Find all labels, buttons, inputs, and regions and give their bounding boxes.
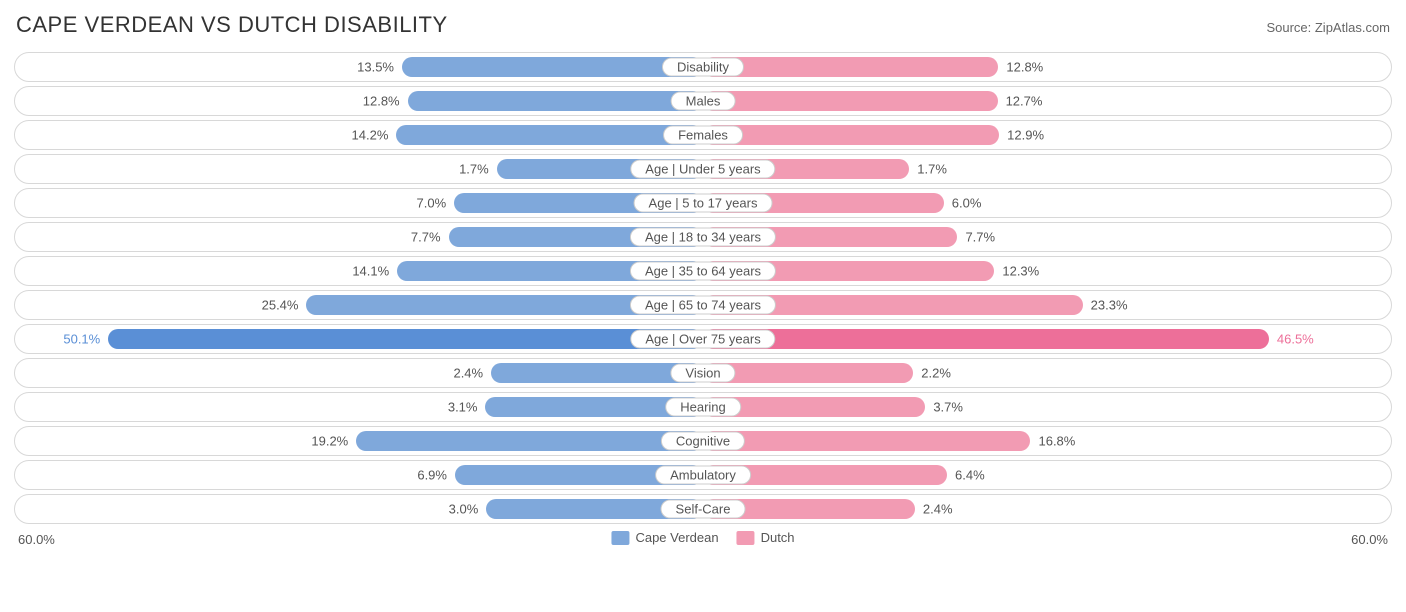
value-left: 7.7% xyxy=(411,230,441,245)
legend-item-right: Dutch xyxy=(737,530,795,545)
chart-row: Disability 13.5% 12.8% xyxy=(14,52,1392,82)
value-right: 6.4% xyxy=(955,468,985,483)
chart-row: Age | 18 to 34 years 7.7% 7.7% xyxy=(14,222,1392,252)
chart-row: Females 14.2% 12.9% xyxy=(14,120,1392,150)
value-right: 23.3% xyxy=(1091,298,1128,313)
chart-row: Age | 5 to 17 years 7.0% 6.0% xyxy=(14,188,1392,218)
chart-title: CAPE VERDEAN VS DUTCH DISABILITY xyxy=(16,12,448,38)
value-right: 3.7% xyxy=(933,400,963,415)
value-right: 12.7% xyxy=(1006,94,1043,109)
row-label-pill: Age | 18 to 34 years xyxy=(630,228,776,247)
value-left: 2.4% xyxy=(453,366,483,381)
chart-row: Ambulatory 6.9% 6.4% xyxy=(14,460,1392,490)
diverging-bar-chart: Disability 13.5% 12.8% Males 12.8% 12.7% Femal… xyxy=(14,52,1392,524)
bar-right xyxy=(703,329,1269,349)
legend-label-right: Dutch xyxy=(761,530,795,545)
chart-source: Source: ZipAtlas.com xyxy=(1266,20,1390,35)
chart-row: Age | 65 to 74 years 25.4% 23.3% xyxy=(14,290,1392,320)
bar-right xyxy=(703,91,998,111)
row-label-pill: Males xyxy=(671,92,736,111)
value-left: 14.1% xyxy=(352,264,389,279)
value-left: 7.0% xyxy=(417,196,447,211)
bar-right xyxy=(703,431,1030,451)
row-label-pill: Vision xyxy=(670,364,735,383)
chart-footer: 60.0% Cape Verdean Dutch 60.0% xyxy=(14,530,1392,552)
legend-swatch-left xyxy=(611,531,629,545)
chart-header: CAPE VERDEAN VS DUTCH DISABILITY Source:… xyxy=(14,12,1392,38)
value-right: 12.3% xyxy=(1002,264,1039,279)
bar-left xyxy=(108,329,703,349)
row-label-pill: Age | 65 to 74 years xyxy=(630,296,776,315)
bar-left xyxy=(402,57,703,77)
legend-item-left: Cape Verdean xyxy=(611,530,718,545)
legend-label-left: Cape Verdean xyxy=(635,530,718,545)
axis-max-left: 60.0% xyxy=(18,532,55,547)
chart-row: Cognitive 19.2% 16.8% xyxy=(14,426,1392,456)
legend-swatch-right xyxy=(737,531,755,545)
bar-left xyxy=(396,125,703,145)
chart-row: Vision 2.4% 2.2% xyxy=(14,358,1392,388)
value-left: 13.5% xyxy=(357,60,394,75)
value-left: 3.1% xyxy=(448,400,478,415)
chart-row: Age | Under 5 years 1.7% 1.7% xyxy=(14,154,1392,184)
value-right: 12.8% xyxy=(1006,60,1043,75)
value-left: 25.4% xyxy=(262,298,299,313)
value-right: 6.0% xyxy=(952,196,982,211)
value-right: 46.5% xyxy=(1277,332,1314,347)
chart-row: Self-Care 3.0% 2.4% xyxy=(14,494,1392,524)
row-label-pill: Disability xyxy=(662,58,744,77)
axis-max-right: 60.0% xyxy=(1351,532,1388,547)
chart-row: Age | Over 75 years 50.1% 46.5% xyxy=(14,324,1392,354)
value-left: 19.2% xyxy=(311,434,348,449)
row-label-pill: Age | 35 to 64 years xyxy=(630,262,776,281)
row-label-pill: Females xyxy=(663,126,743,145)
value-right: 7.7% xyxy=(965,230,995,245)
value-right: 12.9% xyxy=(1007,128,1044,143)
row-label-pill: Self-Care xyxy=(661,500,746,519)
value-left: 12.8% xyxy=(363,94,400,109)
value-right: 2.2% xyxy=(921,366,951,381)
row-label-pill: Age | 5 to 17 years xyxy=(634,194,773,213)
row-label-pill: Cognitive xyxy=(661,432,745,451)
value-left: 3.0% xyxy=(449,502,479,517)
bar-right xyxy=(703,125,999,145)
chart-row: Age | 35 to 64 years 14.1% 12.3% xyxy=(14,256,1392,286)
value-right: 2.4% xyxy=(923,502,953,517)
value-left: 50.1% xyxy=(63,332,100,347)
row-label-pill: Hearing xyxy=(665,398,741,417)
bar-left xyxy=(408,91,703,111)
chart-row: Males 12.8% 12.7% xyxy=(14,86,1392,116)
value-left: 14.2% xyxy=(352,128,389,143)
value-right: 1.7% xyxy=(917,162,947,177)
bar-right xyxy=(703,57,998,77)
chart-row: Hearing 3.1% 3.7% xyxy=(14,392,1392,422)
row-label-pill: Age | Over 75 years xyxy=(630,330,775,349)
row-label-pill: Age | Under 5 years xyxy=(630,160,775,179)
value-right: 16.8% xyxy=(1038,434,1075,449)
value-left: 6.9% xyxy=(417,468,447,483)
bar-left xyxy=(356,431,703,451)
chart-legend: Cape Verdean Dutch xyxy=(611,530,794,545)
row-label-pill: Ambulatory xyxy=(655,466,751,485)
value-left: 1.7% xyxy=(459,162,489,177)
